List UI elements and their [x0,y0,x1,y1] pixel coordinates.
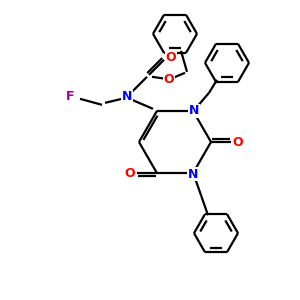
Text: O: O [164,73,174,86]
Text: O: O [125,167,135,180]
Text: N: N [189,104,199,117]
Text: O: O [166,51,176,64]
Text: N: N [188,168,198,181]
Text: F: F [66,90,74,103]
Text: O: O [233,136,243,148]
Text: N: N [122,90,132,103]
